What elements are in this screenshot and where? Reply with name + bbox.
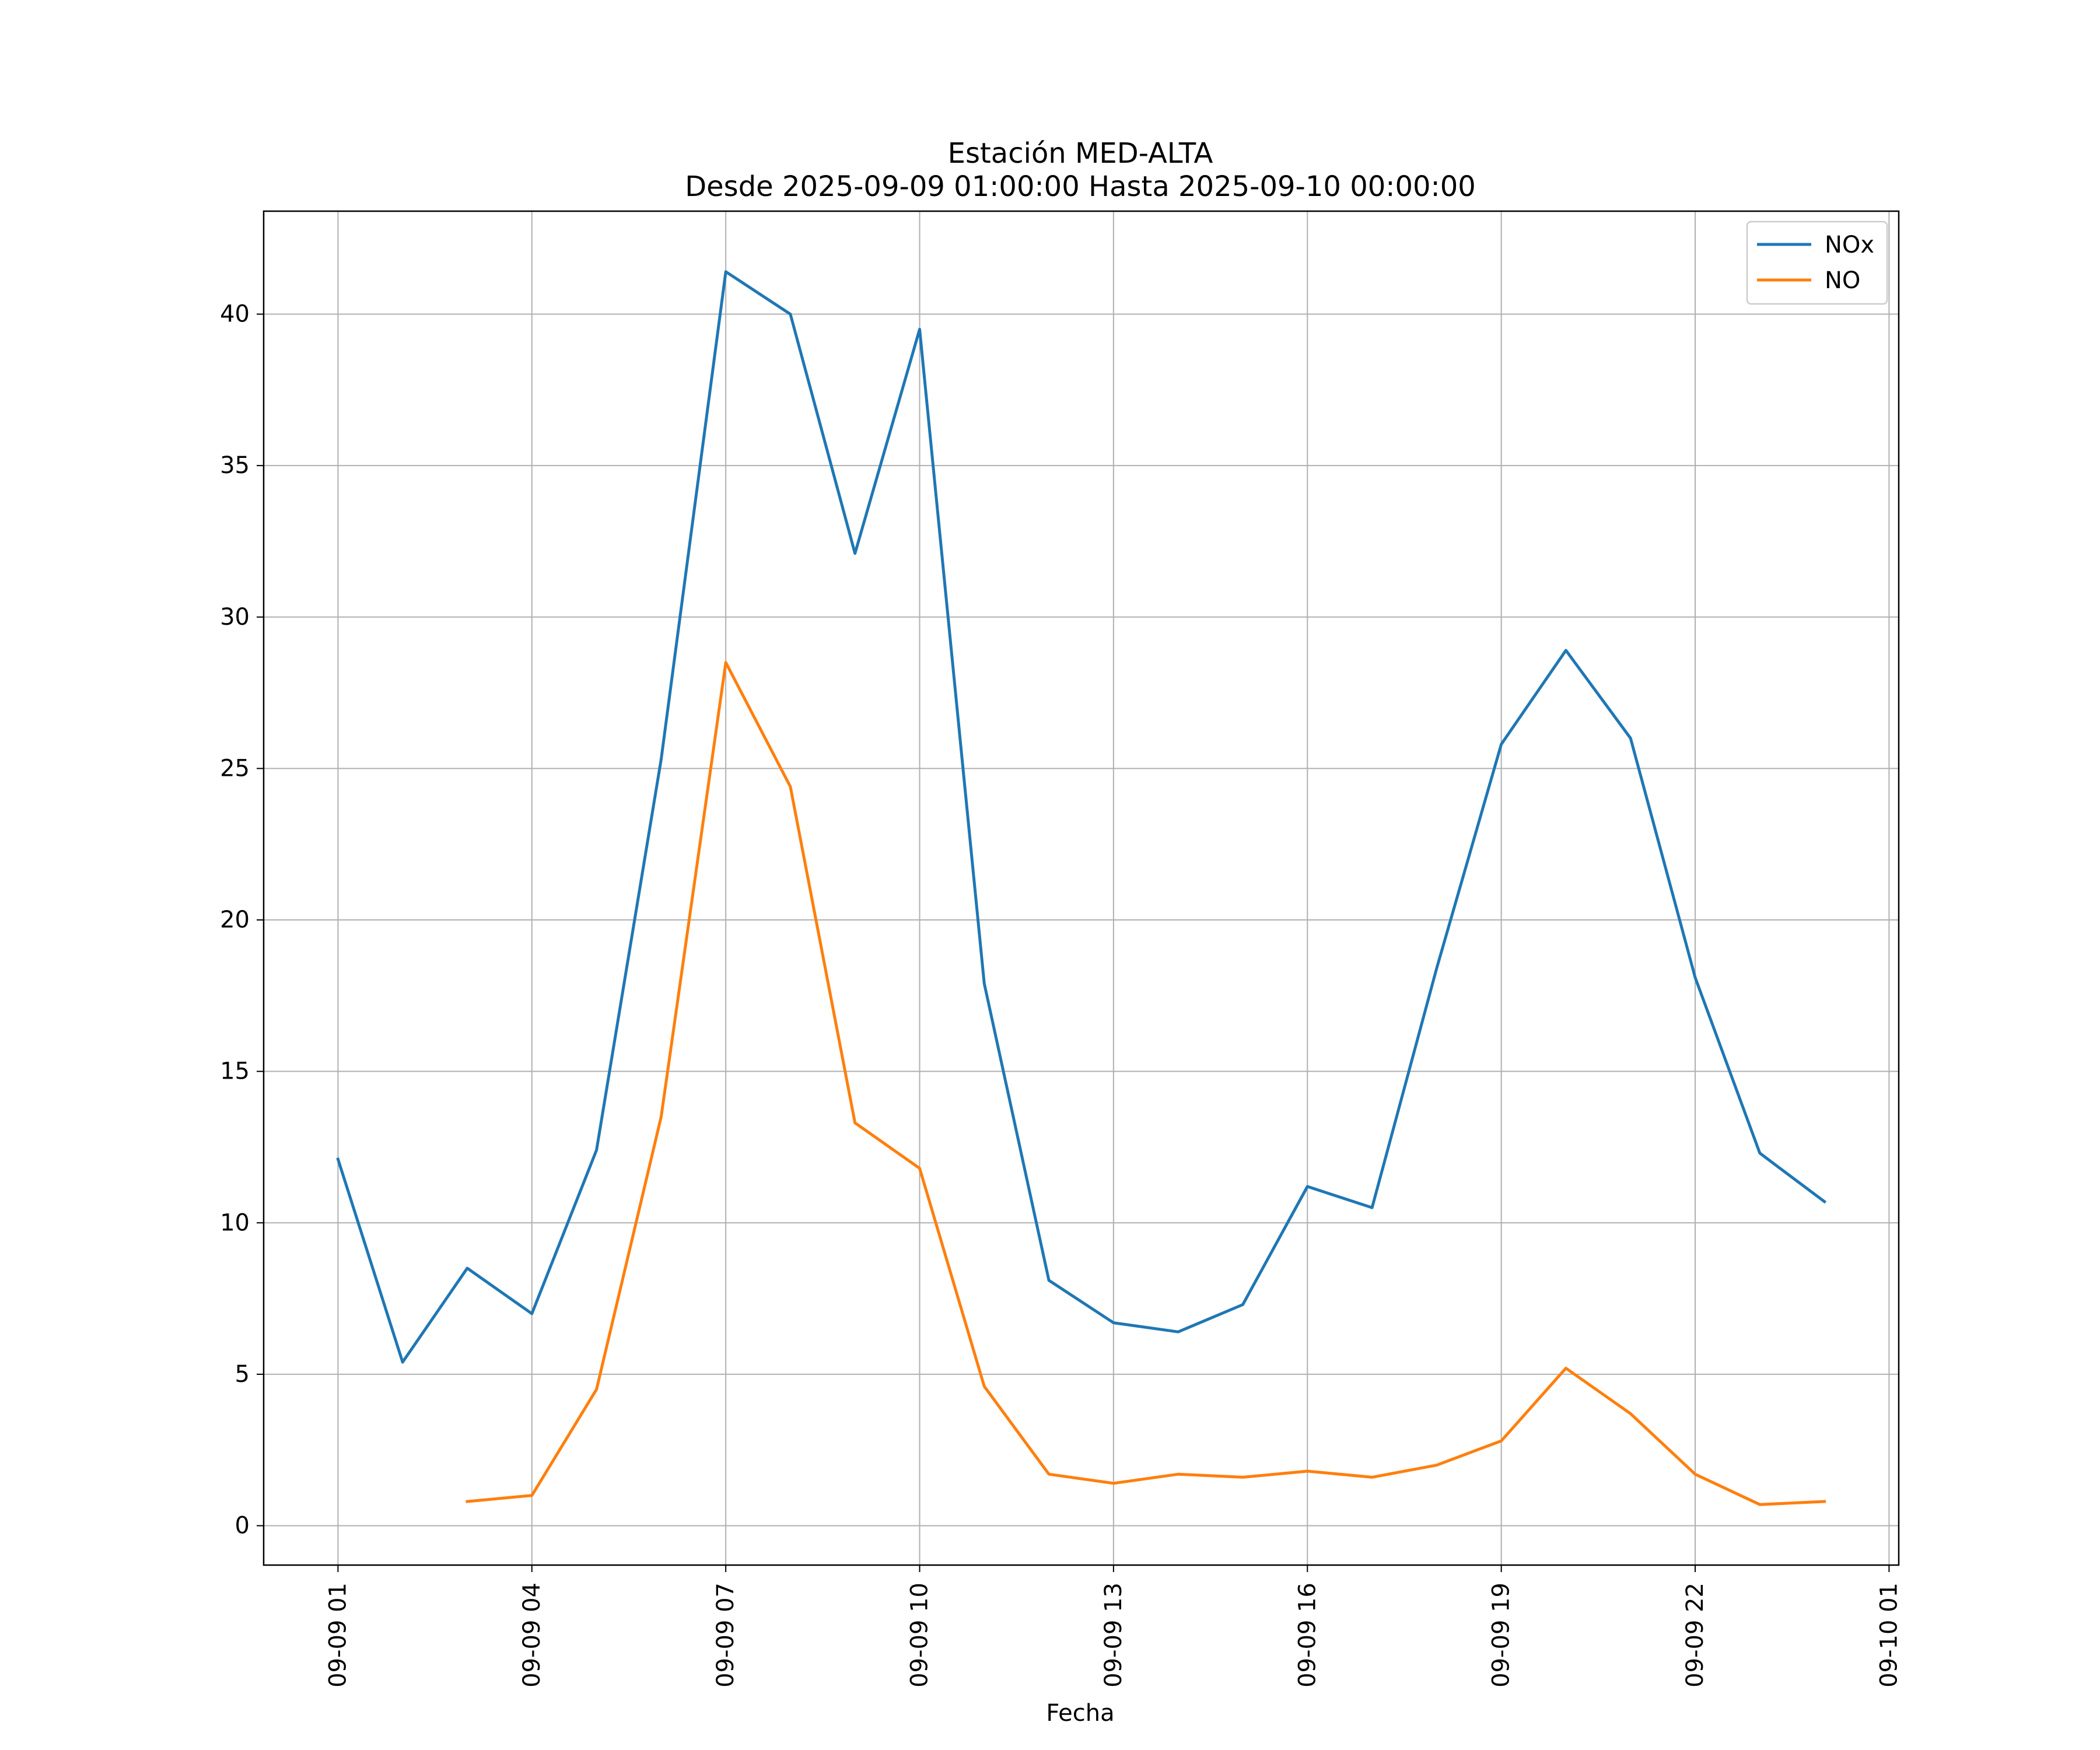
- legend-box: [1746, 220, 1888, 305]
- series-lines: [336, 270, 1827, 1506]
- x-tick-label: 09-09 10: [907, 1583, 933, 1688]
- x-tick-label: 09-09 07: [712, 1583, 739, 1688]
- y-tick-label: 0: [235, 1512, 250, 1539]
- x-axis-ticks: 09-09 01 09-09 04 09-09 07 09-09 10 09-09 13…: [324, 1565, 1902, 1688]
- x-tick-label: 09-09 16: [1294, 1583, 1321, 1688]
- x-tick-label: 09-09 13: [1100, 1583, 1127, 1688]
- y-tick-label: 30: [220, 604, 250, 631]
- legend: NOx NO: [1746, 220, 1888, 305]
- plot-area-frame: [262, 210, 1900, 1566]
- x-tick-label: 09-09 04: [519, 1583, 545, 1688]
- x-tick-label: 09-09 01: [324, 1583, 351, 1688]
- chart-subtitle-line: Desde 2025-09-09 01:00:00 Hasta 2025-09-…: [685, 170, 1476, 203]
- legend-label-no: NO: [1825, 267, 1860, 294]
- series-line-no: [466, 661, 1826, 1506]
- y-tick-label: 15: [220, 1058, 250, 1085]
- x-tick-label: 09-10 01: [1875, 1583, 1902, 1688]
- x-tick-label: 09-09 22: [1682, 1583, 1709, 1688]
- y-axis-ticks: 0 5 10 15 20 25 30 35 40: [220, 301, 264, 1539]
- y-tick-label: 20: [220, 907, 250, 933]
- y-tick-label: 10: [220, 1209, 250, 1236]
- y-tick-label: 40: [220, 301, 250, 328]
- chart-title: Estación MED-ALTA Desde 2025-09-09 01:00…: [685, 137, 1476, 203]
- series-line-nox: [336, 270, 1827, 1364]
- y-tick-label: 25: [220, 755, 250, 782]
- y-tick-label: 35: [220, 452, 250, 479]
- grid-lines: [264, 211, 1899, 1565]
- y-tick-label: 5: [235, 1361, 250, 1388]
- x-tick-label: 09-09 19: [1488, 1583, 1515, 1688]
- chart-title-line: Estación MED-ALTA: [948, 137, 1213, 170]
- legend-label-nox: NOx: [1825, 232, 1874, 258]
- x-axis-label: Fecha: [1046, 1700, 1114, 1727]
